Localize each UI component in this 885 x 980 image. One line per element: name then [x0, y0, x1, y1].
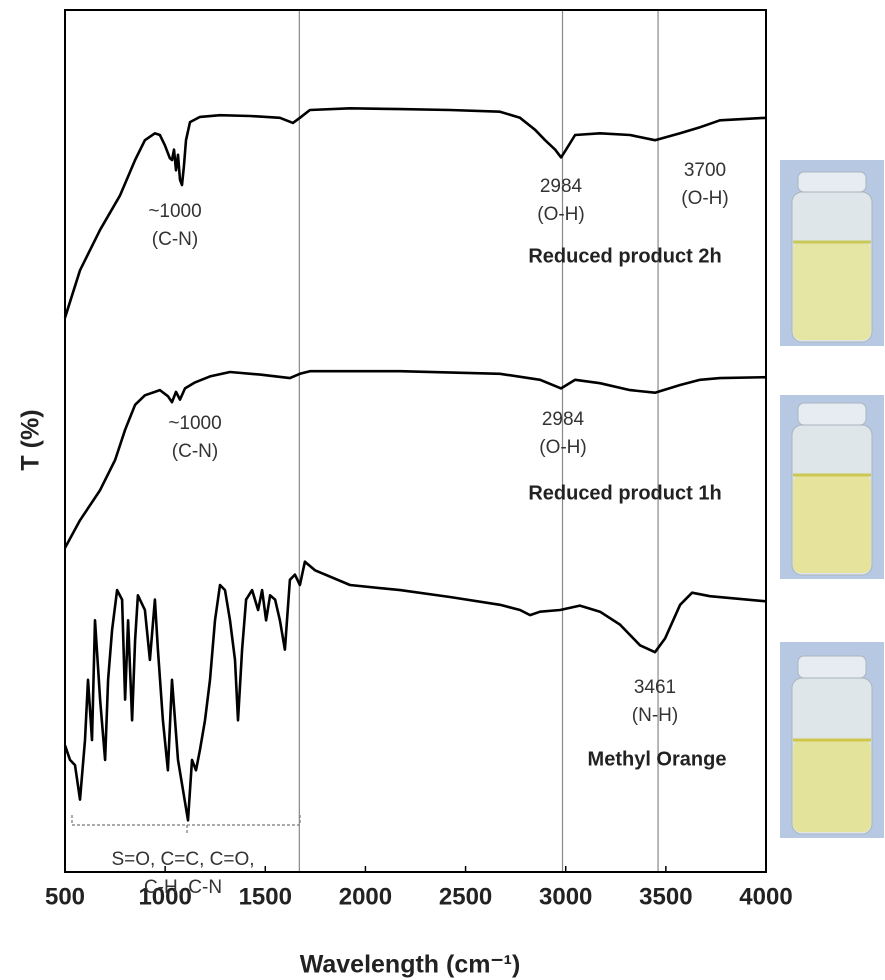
annotation: (O-H)	[681, 188, 728, 209]
vial-photos	[780, 160, 884, 838]
x-tick-label: 2500	[439, 883, 492, 910]
annotation: 3461	[634, 677, 676, 698]
bracket	[71, 815, 301, 834]
spectrum-line	[63, 369, 767, 549]
x-tick-label: 3500	[639, 883, 692, 910]
x-tick-label: 2000	[339, 883, 392, 910]
plot-frame	[64, 9, 767, 873]
annotation: (O-H)	[539, 437, 586, 458]
annotation: 2984	[542, 409, 585, 430]
annotation: (N-H)	[632, 705, 678, 726]
x-tick-label: 1500	[239, 883, 292, 910]
annotation: C-H, C-N	[144, 877, 222, 898]
vial-photo	[780, 160, 884, 346]
spectrum-line	[63, 107, 767, 319]
vial-photo	[780, 642, 884, 838]
series-label: Reduced product 2h	[528, 245, 721, 267]
series-label: Reduced product 1h	[528, 482, 721, 504]
annotation: (C-N)	[172, 441, 218, 462]
x-axis-title: Wavelength (cm⁻¹)	[300, 951, 521, 979]
x-tick-label: 500	[45, 883, 85, 910]
vial-photo	[780, 395, 884, 579]
x-tick-label: 3000	[539, 883, 592, 910]
series-label: Methyl Orange	[588, 748, 727, 770]
annotation: ~1000	[148, 201, 201, 222]
x-tick-label: 1000	[138, 883, 191, 910]
y-axis-title: T (%)	[17, 409, 45, 470]
annotation: S=O, C=C, C=O,	[111, 849, 254, 870]
annotation: 3700	[684, 160, 726, 181]
annotation: (C-N)	[152, 229, 198, 250]
annotation: (O-H)	[537, 204, 584, 225]
annotation: 2984	[540, 176, 583, 197]
x-tick-label: 4000	[739, 883, 792, 910]
annotation: ~1000	[168, 413, 221, 434]
spectrum-line	[63, 560, 767, 822]
